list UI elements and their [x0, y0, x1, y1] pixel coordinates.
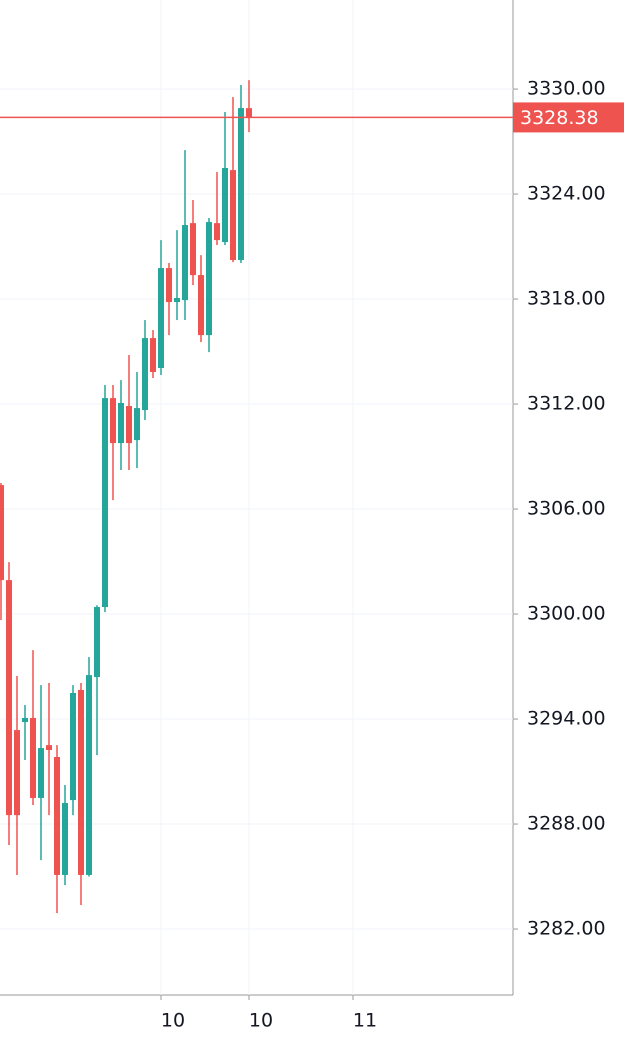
candle-body	[78, 689, 84, 875]
candle-body	[174, 298, 180, 303]
candle-body	[190, 223, 196, 276]
price-label: 3328.38	[520, 107, 599, 129]
candle-body	[222, 167, 228, 243]
candle-body	[246, 108, 252, 118]
candle-body	[70, 692, 76, 801]
candle-body	[6, 580, 12, 816]
y-tick-label: 3288.00	[527, 813, 606, 835]
candle-body	[38, 748, 44, 798]
candle-body	[62, 803, 68, 875]
candle-body	[14, 730, 20, 816]
y-tick-label: 3300.00	[527, 603, 606, 625]
candle-body	[198, 275, 204, 336]
candle-body	[94, 607, 100, 678]
y-tick-label: 3294.00	[527, 708, 606, 730]
candle-body	[0, 485, 4, 581]
candle-body	[30, 717, 36, 798]
candle-body	[158, 268, 164, 369]
price-label-box	[513, 102, 624, 133]
y-tick-label: 3312.00	[527, 393, 606, 415]
y-tick-label: 3282.00	[527, 918, 606, 940]
candle-body	[46, 745, 52, 751]
x-tick-label: 10	[161, 1010, 185, 1032]
candle-body	[142, 338, 148, 411]
candle-body	[22, 717, 28, 723]
candle-body	[206, 222, 212, 336]
x-tick-label: 11	[353, 1010, 377, 1032]
candle-body	[134, 408, 140, 441]
candle-body	[86, 675, 92, 875]
candle-body	[166, 268, 172, 303]
y-tick-label: 3330.00	[527, 78, 606, 100]
y-tick-label: 3318.00	[527, 288, 606, 310]
candle-body	[110, 398, 116, 444]
candle-body	[214, 223, 220, 241]
candle-body	[150, 338, 156, 373]
x-tick-label: 10	[249, 1010, 273, 1032]
y-tick-label: 3306.00	[527, 498, 606, 520]
candle-body	[182, 225, 188, 301]
candle-body	[238, 108, 244, 261]
candle-body	[54, 757, 60, 875]
y-tick-label: 3324.00	[527, 183, 606, 205]
candle-body	[102, 398, 108, 608]
candle-body	[118, 403, 124, 444]
candle-body	[230, 170, 236, 261]
candle-body	[126, 405, 132, 444]
